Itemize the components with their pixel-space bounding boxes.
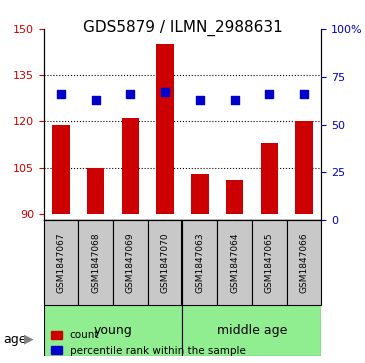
Text: ▶: ▶ bbox=[24, 333, 33, 346]
Legend: count, percentile rank within the sample: count, percentile rank within the sample bbox=[49, 329, 248, 358]
Point bbox=[93, 97, 99, 103]
Bar bbox=[122, 118, 139, 214]
Text: middle age: middle age bbox=[217, 324, 287, 337]
FancyBboxPatch shape bbox=[44, 220, 78, 305]
Point bbox=[266, 91, 272, 97]
Text: GSM1847065: GSM1847065 bbox=[265, 232, 274, 293]
Text: GSM1847067: GSM1847067 bbox=[57, 232, 66, 293]
FancyBboxPatch shape bbox=[182, 305, 321, 356]
Point bbox=[127, 91, 133, 97]
Point bbox=[197, 97, 203, 103]
Bar bbox=[53, 125, 70, 214]
Point bbox=[58, 91, 64, 97]
Text: GSM1847070: GSM1847070 bbox=[161, 232, 170, 293]
Point bbox=[231, 97, 237, 103]
FancyBboxPatch shape bbox=[44, 305, 182, 356]
Bar bbox=[191, 174, 208, 214]
FancyBboxPatch shape bbox=[148, 220, 182, 305]
Bar bbox=[226, 180, 243, 214]
FancyBboxPatch shape bbox=[217, 220, 252, 305]
Text: young: young bbox=[94, 324, 132, 337]
FancyBboxPatch shape bbox=[78, 220, 113, 305]
Bar bbox=[87, 168, 104, 214]
Point bbox=[162, 89, 168, 95]
Text: GSM1847066: GSM1847066 bbox=[299, 232, 308, 293]
Text: GDS5879 / ILMN_2988631: GDS5879 / ILMN_2988631 bbox=[82, 20, 283, 36]
FancyBboxPatch shape bbox=[287, 220, 321, 305]
Point bbox=[301, 91, 307, 97]
Text: age: age bbox=[4, 333, 27, 346]
Text: GSM1847063: GSM1847063 bbox=[195, 232, 204, 293]
Bar bbox=[295, 122, 312, 214]
Text: GSM1847069: GSM1847069 bbox=[126, 232, 135, 293]
FancyBboxPatch shape bbox=[113, 220, 148, 305]
Bar bbox=[261, 143, 278, 214]
Bar bbox=[157, 44, 174, 214]
Text: GSM1847068: GSM1847068 bbox=[91, 232, 100, 293]
FancyBboxPatch shape bbox=[252, 220, 287, 305]
Text: GSM1847064: GSM1847064 bbox=[230, 232, 239, 293]
FancyBboxPatch shape bbox=[182, 220, 217, 305]
